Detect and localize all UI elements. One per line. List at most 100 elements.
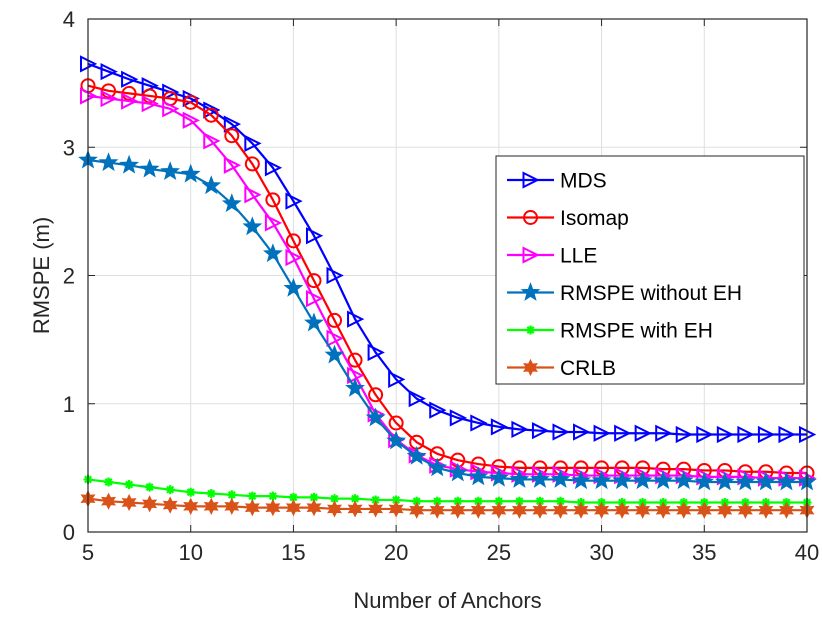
legend-entry: Isomap [507, 207, 629, 230]
data-point [186, 487, 196, 497]
data-point [573, 501, 589, 519]
data-point [550, 469, 571, 488]
legend-label: RMSPE with EH [560, 320, 713, 343]
data-point [288, 492, 298, 502]
data-point [612, 470, 633, 490]
data-point [778, 501, 794, 519]
x-tick-label: 15 [281, 540, 305, 565]
y-tick-label: 3 [63, 135, 75, 160]
series-rmspe-without-eh [78, 149, 817, 491]
legend-marker [526, 325, 535, 335]
data-point [203, 497, 219, 515]
legend-label: LLE [560, 245, 597, 268]
data-point [285, 233, 301, 249]
data-point [265, 499, 281, 517]
data-point [326, 329, 344, 347]
data-point [696, 425, 714, 444]
data-point [758, 501, 774, 519]
data-point [696, 501, 712, 519]
data-point [714, 471, 735, 491]
data-point [100, 89, 118, 108]
y-tick-label: 4 [63, 7, 75, 32]
data-point [224, 128, 240, 144]
series-group [78, 55, 817, 519]
data-point [162, 100, 180, 118]
legend-label: RMSPE without EH [560, 282, 742, 305]
data-point [470, 414, 488, 432]
data-point [675, 425, 693, 444]
data-point [367, 343, 385, 362]
data-point [778, 425, 796, 444]
data-point [530, 469, 550, 488]
data-point [285, 499, 301, 517]
data-point [265, 192, 281, 208]
x-tick-label: 25 [487, 540, 511, 565]
legend-marker [522, 171, 540, 189]
data-point [247, 491, 257, 501]
legend-marker [522, 246, 540, 264]
data-point [121, 70, 139, 88]
data-point [309, 492, 319, 502]
x-tick-label: 20 [384, 540, 408, 565]
data-point [386, 430, 407, 450]
data-point [347, 500, 363, 518]
data-point [655, 424, 673, 442]
data-point [555, 496, 565, 506]
data-point [264, 214, 283, 232]
data-point [634, 424, 652, 442]
data-point [104, 477, 114, 487]
data-point [447, 462, 468, 482]
y-tick-label: 1 [63, 392, 75, 417]
data-point [98, 152, 119, 172]
data-point [735, 471, 756, 491]
data-point [206, 489, 216, 499]
series-line [87, 94, 807, 480]
data-point [553, 501, 568, 519]
data-point [183, 497, 199, 515]
data-point [371, 495, 381, 505]
data-point [776, 471, 797, 491]
data-point [162, 83, 180, 101]
x-tick-label: 10 [178, 540, 202, 565]
data-point [531, 422, 550, 440]
data-point [345, 377, 365, 397]
data-point [285, 248, 303, 267]
data-point [388, 500, 404, 518]
data-point [368, 387, 384, 403]
legend-label: CRLB [560, 357, 616, 380]
data-point [614, 424, 632, 442]
x-tick-label: 30 [589, 540, 613, 565]
data-point [139, 158, 160, 178]
data-point [468, 466, 489, 486]
data-point [490, 418, 509, 436]
data-point [101, 492, 117, 510]
x-tick-label: 5 [82, 540, 94, 565]
data-point [409, 501, 425, 519]
data-point [573, 423, 591, 441]
data-point [244, 134, 262, 153]
legend: MDS Isomap LLE RMSPE without EH RMSPE with E… [495, 155, 805, 385]
data-point [244, 186, 262, 204]
data-point [388, 415, 404, 431]
data-point [594, 501, 610, 519]
data-point [121, 92, 139, 110]
data-point [391, 495, 401, 505]
data-point [306, 273, 322, 289]
data-point [737, 501, 753, 519]
data-point [388, 370, 406, 389]
data-point [183, 94, 199, 110]
data-point [757, 425, 776, 444]
data-point [283, 277, 304, 297]
data-point [571, 470, 591, 490]
data-point [694, 471, 715, 491]
data-point [347, 310, 365, 328]
data-point [327, 312, 343, 328]
data-point [180, 163, 201, 183]
data-point [203, 132, 221, 150]
data-point [737, 425, 755, 444]
data-point [268, 491, 278, 501]
data-point [450, 501, 466, 519]
data-point [412, 496, 422, 506]
data-point [145, 482, 155, 492]
